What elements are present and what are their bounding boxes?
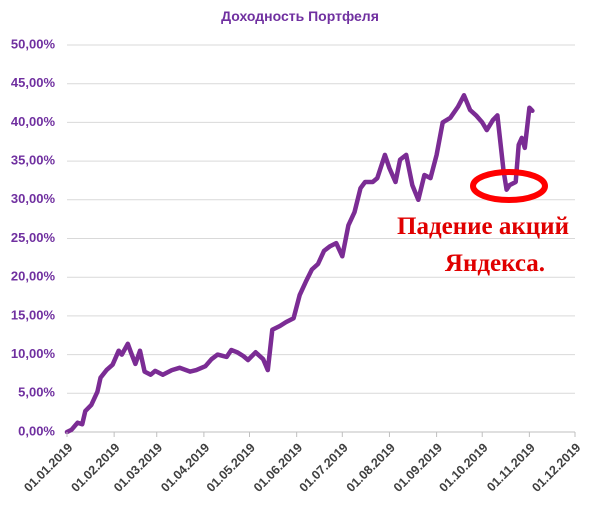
y-tick-label: 20,00% bbox=[11, 269, 56, 284]
y-tick-label: 30,00% bbox=[11, 191, 56, 206]
x-tick-label: 01.01.2019 bbox=[21, 441, 75, 495]
x-tick-label: 01.07.2019 bbox=[297, 441, 351, 495]
y-tick-label: 0,00% bbox=[18, 423, 55, 438]
y-tick-label: 5,00% bbox=[18, 385, 55, 400]
x-tick-label: 01.05.2019 bbox=[204, 441, 258, 495]
y-tick-label: 10,00% bbox=[11, 346, 56, 361]
y-tick-label: 40,00% bbox=[11, 114, 56, 129]
x-tick-label: 01.08.2019 bbox=[344, 441, 398, 495]
y-tick-label: 45,00% bbox=[11, 75, 56, 90]
y-tick-label: 25,00% bbox=[11, 230, 56, 245]
data-line bbox=[64, 93, 535, 435]
annotation: Падение акций bbox=[397, 213, 569, 240]
chart-title: Доходность Портфеля bbox=[221, 8, 379, 24]
x-tick-label: 01.10.2019 bbox=[437, 441, 491, 495]
y-tick-label: 50,00% bbox=[11, 36, 56, 51]
annotation: Яндекса. bbox=[445, 250, 545, 277]
x-tick-label: 01.12.2019 bbox=[529, 441, 583, 495]
y-tick-label: 15,00% bbox=[11, 307, 56, 322]
highlight-ellipse bbox=[470, 169, 548, 203]
y-tick-label: 35,00% bbox=[11, 153, 56, 168]
